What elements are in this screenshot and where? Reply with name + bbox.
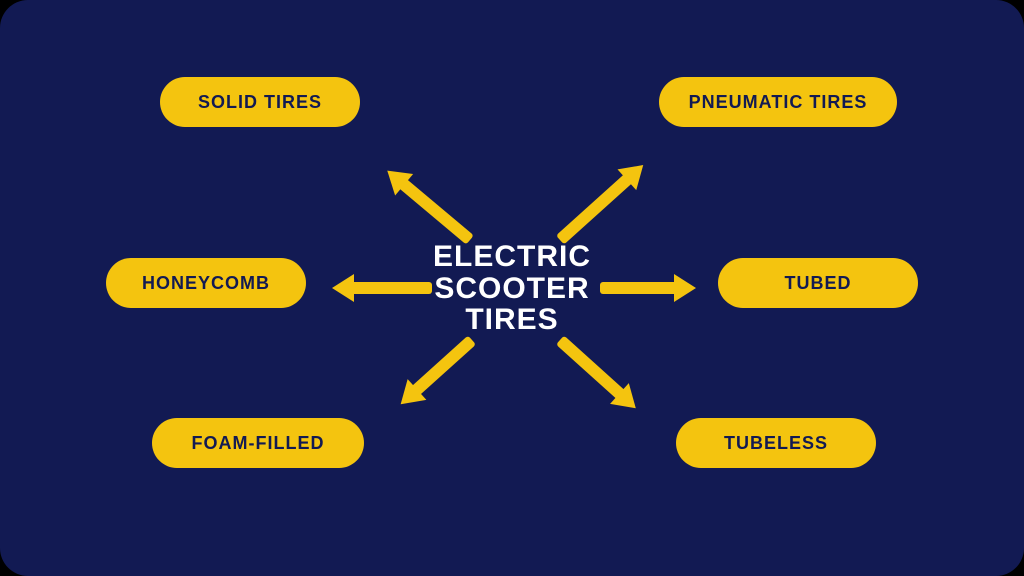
node-label: TUBELESS (724, 433, 828, 454)
arrow-shaft (410, 336, 476, 397)
center-title: ELECTRIC SCOOTER TIRES (433, 241, 591, 336)
node-tubeless: TUBELESS (676, 418, 876, 468)
arrow-shaft (600, 282, 678, 294)
node-foam-filled: FOAM-FILLED (152, 418, 364, 468)
node-honeycomb: HONEYCOMB (106, 258, 306, 308)
node-label: PNEUMATIC TIRES (689, 92, 868, 113)
arrow-shaft (397, 178, 474, 245)
node-label: SOLID TIRES (198, 92, 322, 113)
diagram-canvas: ELECTRIC SCOOTER TIRES SOLID TIRES PNEUMA… (0, 0, 1024, 576)
arrow-shaft (556, 336, 626, 401)
arrow-head-icon (674, 274, 696, 302)
node-pneumatic-tires: PNEUMATIC TIRES (659, 77, 897, 127)
node-label: FOAM-FILLED (192, 433, 325, 454)
node-label: HONEYCOMB (142, 273, 270, 294)
node-tubed: TUBED (718, 258, 918, 308)
arrow-shaft (556, 173, 634, 245)
node-solid-tires: SOLID TIRES (160, 77, 360, 127)
arrow-head-icon (332, 274, 354, 302)
arrow-shaft (350, 282, 432, 294)
node-label: TUBED (785, 273, 852, 294)
